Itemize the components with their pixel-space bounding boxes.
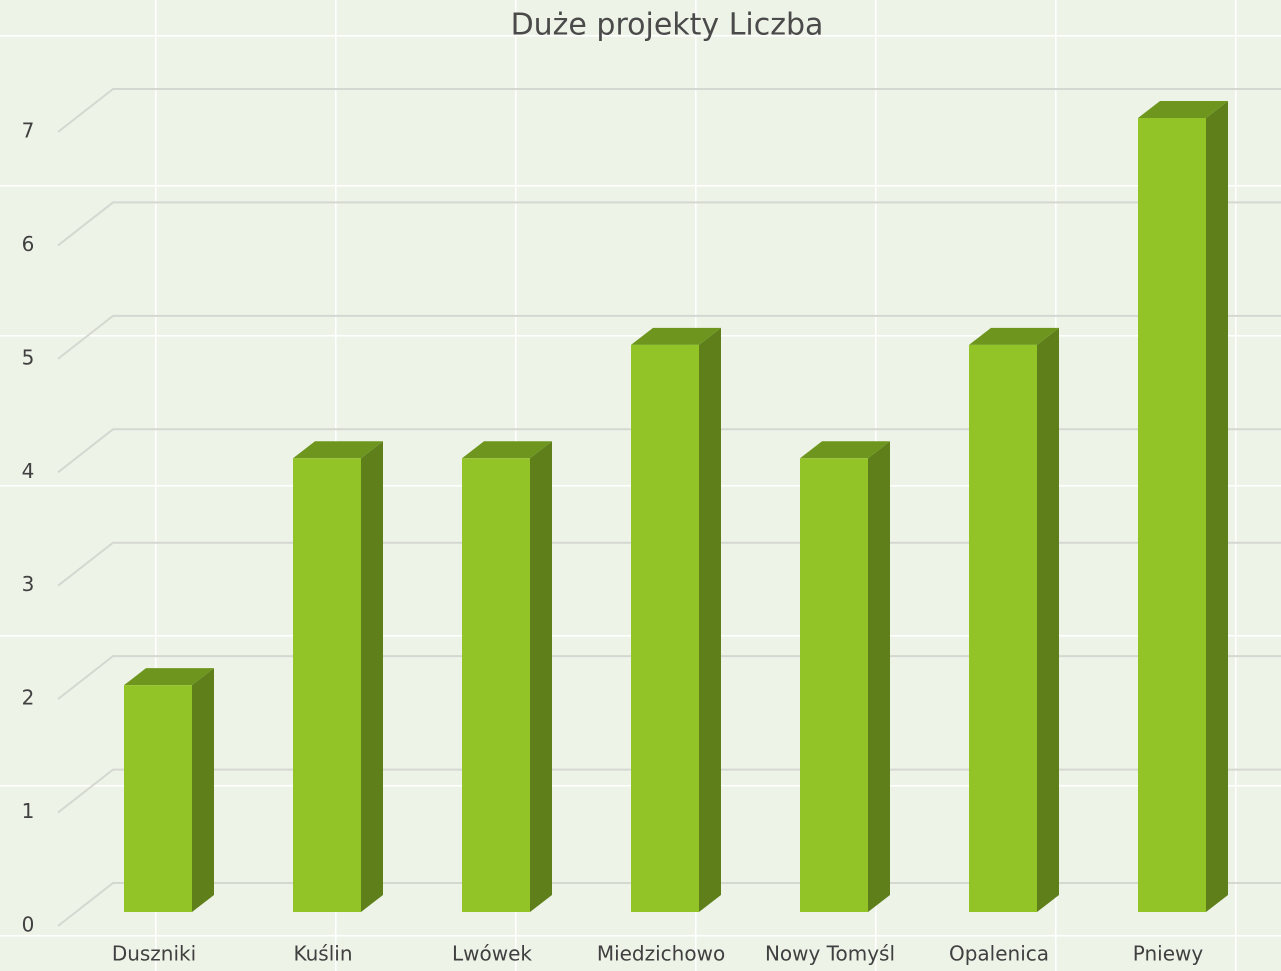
grid-line xyxy=(57,428,1281,474)
y-tick-label: 7 xyxy=(22,119,35,143)
bar-front xyxy=(293,458,361,912)
bar-top xyxy=(631,327,721,345)
grid-line xyxy=(57,88,1281,133)
bar-front xyxy=(462,458,530,912)
x-tick-label: Miedzichowo xyxy=(597,942,725,966)
grid-line xyxy=(57,314,1281,360)
y-tick-label: 5 xyxy=(22,345,35,369)
bar-front xyxy=(800,458,868,912)
bar-front xyxy=(1138,118,1206,912)
bar-top xyxy=(124,668,214,686)
bar xyxy=(293,441,383,912)
x-tick-label: Lwówek xyxy=(452,942,532,966)
bar-side xyxy=(868,441,890,912)
bar-side xyxy=(1037,327,1059,912)
grid-line xyxy=(57,768,1281,814)
grid-line xyxy=(57,541,1281,587)
y-tick-label: 6 xyxy=(22,232,35,256)
bar-front xyxy=(969,344,1037,912)
x-tick-label: Kuślin xyxy=(293,942,352,966)
y-tick-label: 2 xyxy=(22,686,35,710)
bar-side xyxy=(192,668,214,912)
bar xyxy=(969,327,1059,912)
x-tick-label: Opalenica xyxy=(949,942,1049,966)
bar-side xyxy=(699,327,721,912)
grid-line xyxy=(57,201,1281,247)
bar-front xyxy=(631,344,699,912)
x-tick-label: Pniewy xyxy=(1133,942,1204,966)
y-tick-label: 3 xyxy=(22,572,35,596)
grid-line xyxy=(57,882,1281,927)
x-tick-label: Duszniki xyxy=(112,942,196,966)
y-tick-label: 1 xyxy=(22,799,35,823)
bar-side xyxy=(1206,101,1228,912)
bar-top xyxy=(1138,101,1228,118)
bar-top xyxy=(293,441,383,459)
bar-top xyxy=(462,441,552,459)
x-tick-label: Nowy Tomyśl xyxy=(765,942,895,966)
grid-line xyxy=(57,655,1281,700)
bar-top xyxy=(800,441,890,459)
bar-front xyxy=(124,685,192,912)
bar-side xyxy=(361,441,383,912)
y-tick-label: 0 xyxy=(22,913,35,937)
bar-side xyxy=(530,441,552,912)
y-tick-label: 4 xyxy=(22,459,35,483)
bar xyxy=(1138,101,1228,912)
chart-title: Duże projekty Liczba xyxy=(511,8,824,43)
bar xyxy=(800,441,890,912)
bar xyxy=(124,668,214,912)
bar xyxy=(631,327,721,912)
bar-top xyxy=(969,327,1059,345)
bar xyxy=(462,441,552,912)
